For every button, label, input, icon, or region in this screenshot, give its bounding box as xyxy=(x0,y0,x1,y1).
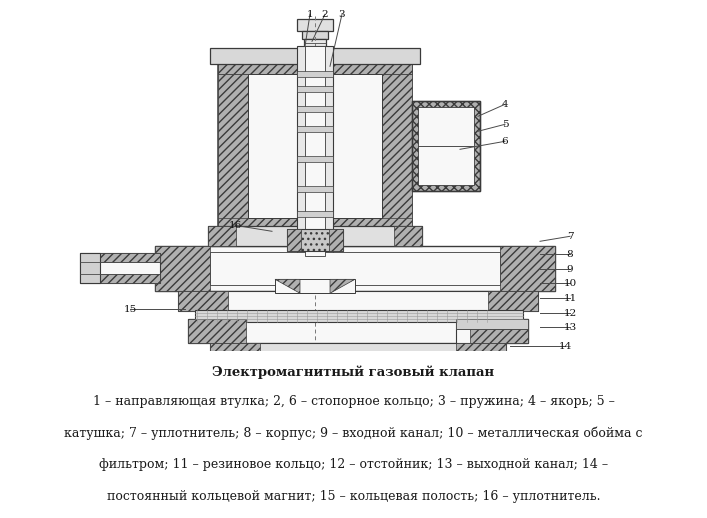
Polygon shape xyxy=(275,279,300,293)
Bar xyxy=(304,39,326,55)
Bar xyxy=(210,48,420,64)
Bar xyxy=(218,56,412,236)
Text: 1 – направляющая втулка; 2, 6 – стопорное кольцо; 3 – пружина; 4 – якорь; 5 –: 1 – направляющая втулка; 2, 6 – стопорно… xyxy=(93,395,614,408)
Bar xyxy=(210,252,500,285)
Bar xyxy=(155,246,555,291)
Text: 1: 1 xyxy=(307,10,313,19)
Bar xyxy=(80,275,160,283)
Bar xyxy=(412,102,480,191)
Text: 11: 11 xyxy=(563,294,577,303)
Bar xyxy=(155,246,210,291)
Text: 7: 7 xyxy=(567,232,573,241)
Bar xyxy=(302,31,328,39)
Bar xyxy=(178,291,538,311)
Text: фильтром; 11 – резиновое кольцо; 12 – отстойник; 13 – выходной канал; 14 –: фильтром; 11 – резиновое кольцо; 12 – от… xyxy=(99,458,608,471)
Bar xyxy=(208,226,236,246)
Text: 10: 10 xyxy=(563,279,577,288)
Text: 8: 8 xyxy=(567,250,573,259)
Bar xyxy=(456,319,528,343)
Bar xyxy=(297,156,333,162)
Bar xyxy=(500,246,555,291)
Text: 14: 14 xyxy=(559,342,572,351)
Bar xyxy=(297,19,333,31)
Bar xyxy=(275,279,355,293)
Bar xyxy=(188,319,246,343)
Text: Электромагнитный газовый клапан: Электромагнитный газовый клапан xyxy=(212,366,495,379)
Bar xyxy=(456,343,506,361)
Bar xyxy=(188,319,528,343)
Bar xyxy=(287,229,343,251)
Text: 2: 2 xyxy=(322,10,328,19)
Bar xyxy=(218,56,412,74)
Bar xyxy=(297,71,333,77)
Bar xyxy=(195,310,523,322)
Bar xyxy=(488,291,538,311)
Bar xyxy=(394,226,422,246)
Bar xyxy=(218,56,248,236)
Bar xyxy=(305,46,325,256)
Bar xyxy=(218,218,412,236)
Bar xyxy=(297,126,333,132)
Bar xyxy=(470,319,528,343)
Text: постоянный кольцевой магнит; 15 – кольцевая полость; 16 – уплотнитель.: постоянный кольцевой магнит; 15 – кольце… xyxy=(107,490,600,503)
Text: 6: 6 xyxy=(502,137,508,146)
Text: 13: 13 xyxy=(563,323,577,332)
Bar xyxy=(210,343,260,361)
Bar xyxy=(287,229,301,251)
Text: 12: 12 xyxy=(563,309,577,318)
Bar xyxy=(297,87,333,92)
Bar xyxy=(412,102,480,191)
Bar xyxy=(248,74,382,218)
Text: 3: 3 xyxy=(339,10,345,19)
Bar xyxy=(297,186,333,192)
Bar xyxy=(210,343,506,361)
Bar xyxy=(297,46,333,256)
Text: 4: 4 xyxy=(502,100,508,109)
Bar xyxy=(329,229,343,251)
Bar xyxy=(456,319,528,329)
Bar xyxy=(302,55,328,63)
Text: 5: 5 xyxy=(502,120,508,129)
Bar xyxy=(218,56,412,74)
Polygon shape xyxy=(330,279,355,293)
Bar xyxy=(80,253,160,283)
Bar xyxy=(208,226,422,246)
Text: 16: 16 xyxy=(228,221,242,230)
Bar xyxy=(178,291,228,311)
Text: 15: 15 xyxy=(124,305,136,314)
Text: катушка; 7 – уплотнитель; 8 – корпус; 9 – входной канал; 10 – металлическая обой: катушка; 7 – уплотнитель; 8 – корпус; 9 … xyxy=(64,427,643,440)
Bar xyxy=(80,253,160,262)
Bar xyxy=(297,106,333,112)
Bar xyxy=(418,107,474,185)
Text: 9: 9 xyxy=(567,265,573,274)
Bar xyxy=(382,56,412,236)
Bar xyxy=(297,211,333,217)
Bar xyxy=(80,253,100,283)
